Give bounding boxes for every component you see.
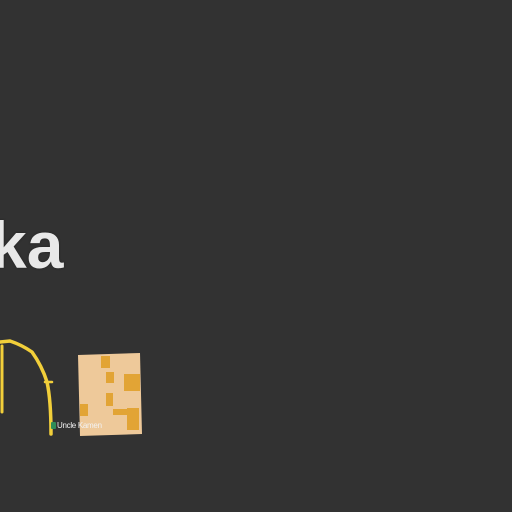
building — [80, 404, 88, 416]
building — [106, 372, 114, 383]
poi-marker-icon — [51, 421, 56, 429]
building — [124, 374, 140, 391]
road — [0, 339, 53, 436]
poi-label: Uncle Kamen — [57, 420, 102, 430]
building — [101, 356, 110, 368]
place-name-label: ka — [0, 208, 64, 282]
building — [106, 393, 113, 406]
building — [113, 409, 133, 415]
building — [127, 408, 139, 430]
poi-marker[interactable]: Uncle Kamen — [51, 420, 102, 430]
